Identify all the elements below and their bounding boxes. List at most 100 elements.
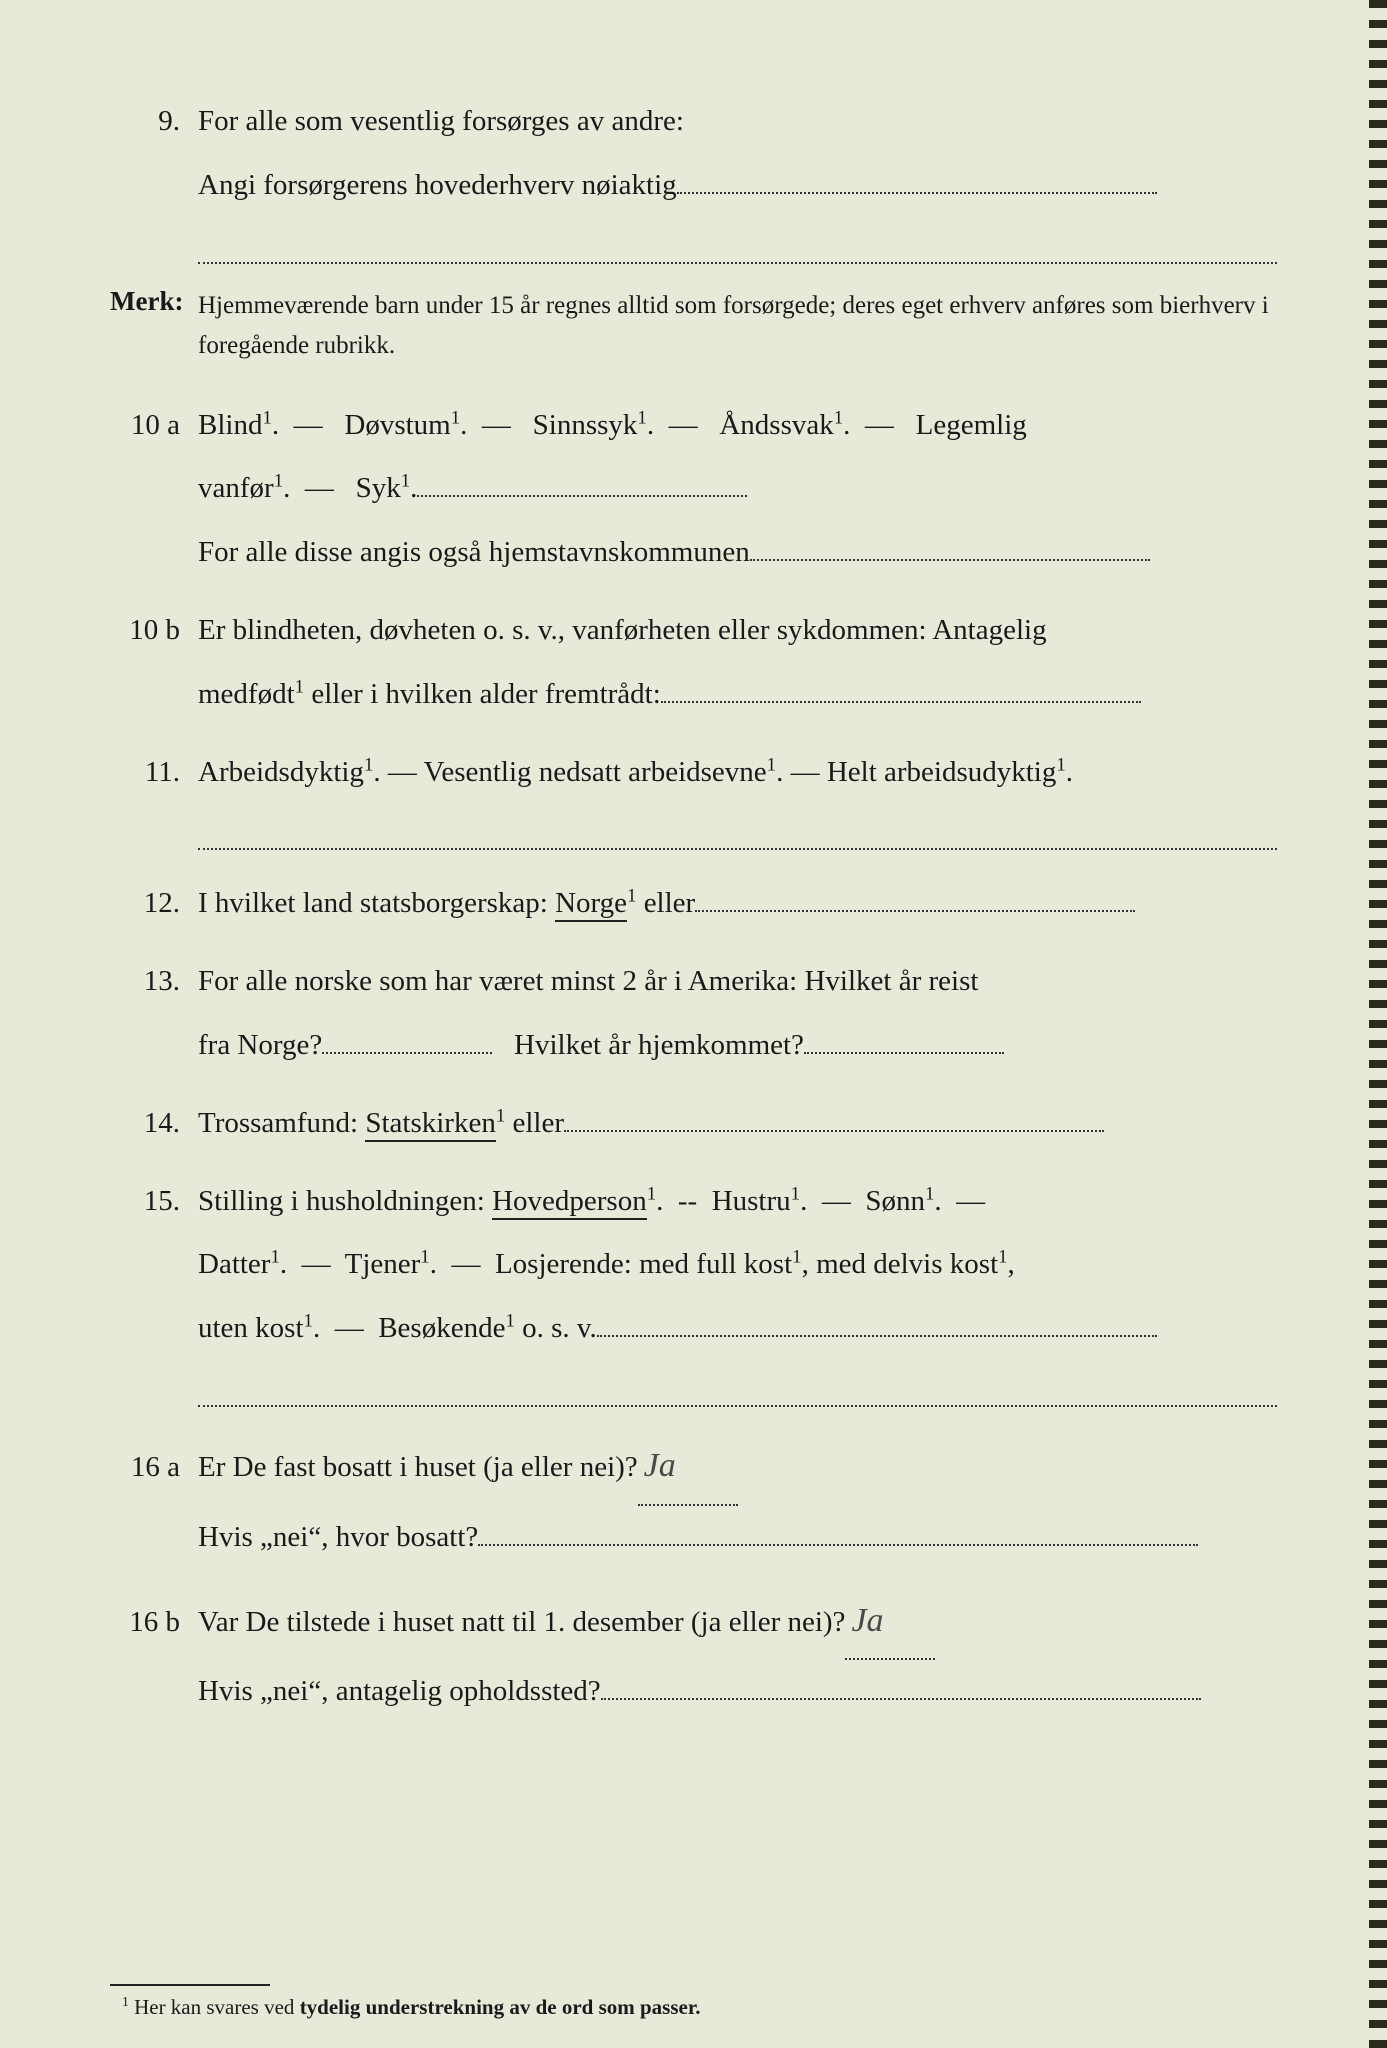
sup: 1 — [262, 407, 271, 428]
blank-line — [597, 1335, 1157, 1337]
q11-a: Arbeidsdyktig — [198, 756, 364, 788]
question-16b: 16 b Var De tilstede i huset natt til 1.… — [110, 1584, 1277, 1725]
q10a-content: Blind1. — Døvstum1. — Sinnssyk1. — Åndss… — [198, 394, 1277, 585]
q13-line1: For alle norske som har været minst 2 år… — [198, 965, 978, 997]
divider-line — [198, 818, 1277, 850]
q15-hoved: Hovedperson — [492, 1185, 647, 1220]
q16a-hvis: Hvis „nei“, hvor bosatt? — [198, 1521, 478, 1553]
q10a-blind: Blind — [198, 409, 262, 441]
sup: 1 — [401, 471, 410, 492]
divider-line — [198, 1375, 1277, 1407]
q15-text: Stilling i husholdningen: — [198, 1185, 492, 1217]
q10a-dovstum: Døvstum — [344, 409, 450, 441]
q15-losj: Losjerende: med full kost — [495, 1248, 792, 1280]
q10b-number: 10 b — [110, 599, 198, 663]
page-perforation — [1369, 0, 1387, 2048]
merk-text: Hjemmeværende barn under 15 år regnes al… — [198, 286, 1277, 366]
q14-text: Trossamfund: — [198, 1107, 365, 1139]
divider-line — [198, 232, 1277, 264]
q10a-line3: For alle disse angis også hjemstavnskomm… — [198, 536, 750, 568]
q12-eller: eller — [636, 887, 695, 919]
question-9: 9. For alle som vesentlig forsørges av a… — [110, 90, 1277, 218]
q11-b: Vesentlig nedsatt arbeidsevne — [424, 756, 767, 788]
q14-number: 14. — [110, 1092, 198, 1156]
q14-statskirken: Statskirken — [365, 1107, 496, 1142]
q16b-answer: Ja — [845, 1602, 889, 1639]
q10b-line2b: eller i hvilken alder fremtrådt: — [304, 678, 661, 710]
q12-content: I hvilket land statsborgerskap: Norge1 e… — [198, 872, 1277, 936]
q10a-andssvak: Åndssvak — [719, 409, 833, 441]
blank-line — [804, 1052, 1004, 1054]
footnote-sup: 1 — [122, 1994, 129, 2009]
q16a-number: 16 a — [110, 1436, 198, 1500]
q10b-line1: Er blindheten, døvheten o. s. v., vanfør… — [198, 614, 1047, 646]
q13-number: 13. — [110, 950, 198, 1014]
q15-content: Stilling i husholdningen: Hovedperson1. … — [198, 1170, 1277, 1361]
q9-line1: For alle som vesentlig forsørges av andr… — [198, 105, 684, 137]
sup: 1 — [792, 1247, 801, 1268]
q15-hustru: Hustru — [712, 1185, 791, 1217]
sup: 1 — [1056, 754, 1065, 775]
q15-besok: Besøkende — [378, 1312, 505, 1344]
sup: 1 — [834, 407, 843, 428]
sup: 1 — [496, 1105, 505, 1126]
sup: 1 — [451, 407, 460, 428]
q16b-text: Var De tilstede i huset natt til 1. dese… — [198, 1606, 845, 1638]
question-10b: 10 b Er blindheten, døvheten o. s. v., v… — [110, 599, 1277, 727]
q10b-content: Er blindheten, døvheten o. s. v., vanfør… — [198, 599, 1277, 727]
q11-number: 11. — [110, 741, 198, 805]
q16a-answer: Ja — [638, 1447, 682, 1484]
footnote-text1: Her kan svares ved — [129, 1995, 300, 2019]
q10a-syk: Syk — [356, 472, 401, 504]
q16a-text: Er De fast bosatt i huset (ja eller nei)… — [198, 1451, 638, 1483]
q16b-content: Var De tilstede i huset natt til 1. dese… — [198, 1584, 1277, 1725]
sup: 1 — [505, 1311, 514, 1332]
sup: 1 — [270, 1247, 279, 1268]
answer-field[interactable]: Ja — [845, 1584, 935, 1661]
q16b-hvis: Hvis „nei“, antagelig opholdssted? — [198, 1675, 601, 1707]
q10b-medfodt: medfødt — [198, 678, 295, 710]
sup: 1 — [295, 676, 304, 697]
q11-content: Arbeidsdyktig1. — Vesentlig nedsatt arbe… — [198, 741, 1277, 805]
question-13: 13. For alle norske som har været minst … — [110, 950, 1277, 1078]
sup: 1 — [304, 1311, 313, 1332]
merk-label: Merk: — [110, 286, 198, 317]
q13-fra: fra Norge? — [198, 1029, 322, 1061]
blank-line — [564, 1130, 1104, 1132]
q14-content: Trossamfund: Statskirken1 eller — [198, 1092, 1277, 1156]
question-10a: 10 a Blind1. — Døvstum1. — Sinnssyk1. — … — [110, 394, 1277, 585]
q10a-sinnssyk: Sinnssyk — [533, 409, 638, 441]
sup: 1 — [364, 754, 373, 775]
q12-norge: Norge — [555, 887, 627, 922]
merk-note: Merk: Hjemmeværende barn under 15 år reg… — [110, 286, 1277, 366]
q9-number: 9. — [110, 90, 198, 154]
q13-content: For alle norske som har været minst 2 år… — [198, 950, 1277, 1078]
q12-text: I hvilket land statsborgerskap: — [198, 887, 555, 919]
q15-tjener: Tjener — [345, 1248, 421, 1280]
sup: 1 — [925, 1183, 934, 1204]
q15-sonn: Sønn — [865, 1185, 925, 1217]
answer-field[interactable]: Ja — [638, 1429, 738, 1506]
sup: 1 — [791, 1183, 800, 1204]
q9-content: For alle som vesentlig forsørges av andr… — [198, 90, 1277, 218]
question-16a: 16 a Er De fast bosatt i huset (ja eller… — [110, 1429, 1277, 1570]
blank-line[interactable] — [601, 1698, 1201, 1700]
blank-line — [417, 495, 747, 497]
blank-line[interactable] — [478, 1544, 1198, 1546]
footnote-bold: tydelig understrekning av de ord som pas… — [300, 1995, 701, 2019]
q9-line2: Angi forsørgerens hovederhverv nøiaktig — [198, 169, 677, 201]
sup: 1 — [647, 1183, 656, 1204]
q15-datter: Datter — [198, 1248, 270, 1280]
blank-line — [695, 910, 1135, 912]
question-15: 15. Stilling i husholdningen: Hovedperso… — [110, 1170, 1277, 1361]
blank-line — [322, 1052, 492, 1054]
sup: 1 — [637, 407, 646, 428]
sup: 1 — [274, 471, 283, 492]
sup: 1 — [420, 1247, 429, 1268]
q16b-number: 16 b — [110, 1591, 198, 1655]
q16a-content: Er De fast bosatt i huset (ja eller nei)… — [198, 1429, 1277, 1570]
q15-number: 15. — [110, 1170, 198, 1234]
sup: 1 — [767, 754, 776, 775]
blank-line — [750, 559, 1150, 561]
q10a-number: 10 a — [110, 394, 198, 458]
